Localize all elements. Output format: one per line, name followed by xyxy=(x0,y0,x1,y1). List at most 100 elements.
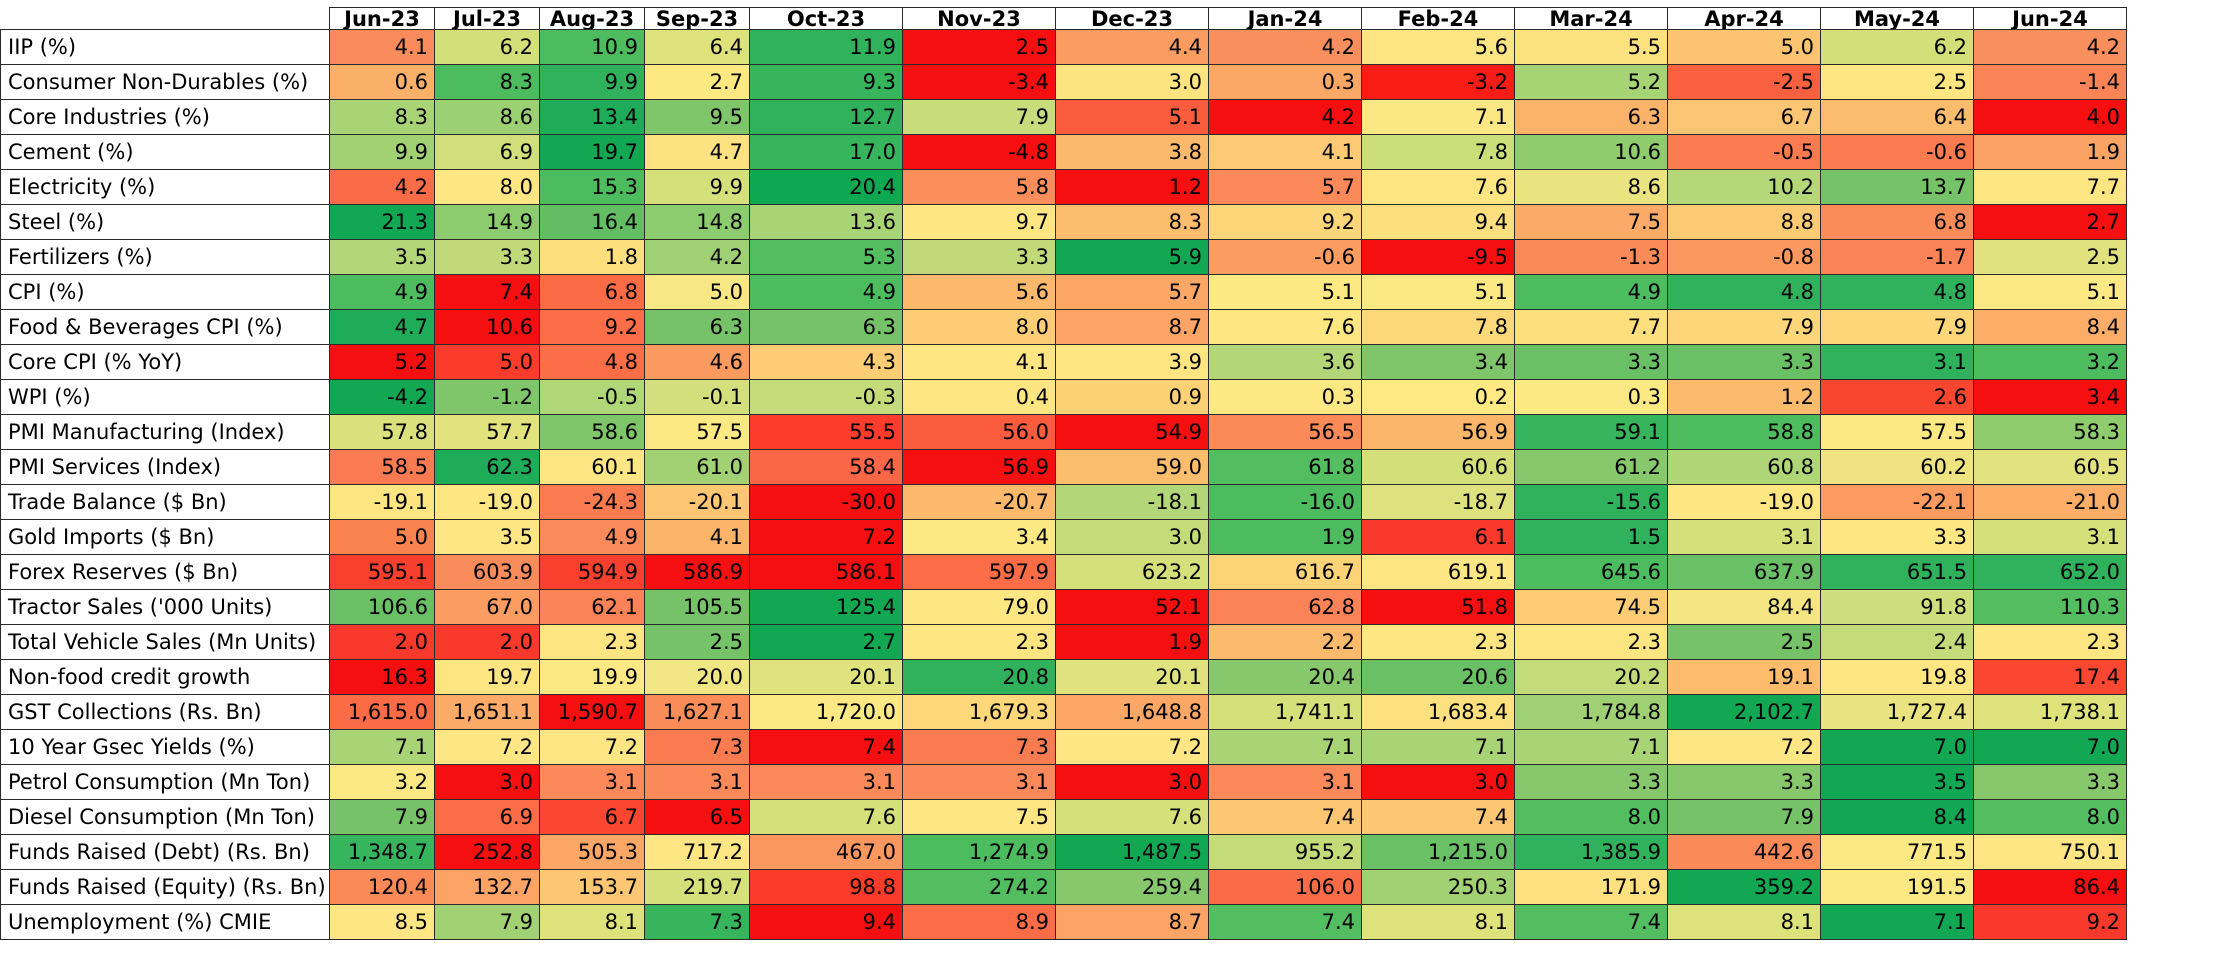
row-label: WPI (%) xyxy=(0,379,330,415)
heatmap-cell: 8.4 xyxy=(1820,799,1974,835)
heatmap-cell: 7.3 xyxy=(902,729,1056,765)
column-header: Sep-23 xyxy=(644,7,750,30)
heatmap-cell: 467.0 xyxy=(749,834,903,870)
heatmap-cell: 20.0 xyxy=(644,659,750,695)
column-header: Jul-23 xyxy=(434,7,540,30)
heatmap-cell: 3.5 xyxy=(434,519,540,555)
header-row: Jun-23 Jul-23 Aug-23 Sep-23 Oct-23 Nov-23 Dec-… xyxy=(0,7,2127,30)
heatmap-cell: -18.7 xyxy=(1361,484,1515,520)
heatmap-cell: 5.2 xyxy=(1514,64,1668,100)
heatmap-cell: 4.1 xyxy=(329,29,435,65)
heatmap-cell: 19.9 xyxy=(539,659,645,695)
heatmap-cell: 3.1 xyxy=(539,764,645,800)
heatmap-cell: 106.0 xyxy=(1208,869,1362,905)
heatmap-cell: 7.1 xyxy=(1361,729,1515,765)
heatmap-cell: 4.2 xyxy=(644,239,750,275)
heatmap-cell: 5.6 xyxy=(902,274,1056,310)
heatmap-cell: 1,738.1 xyxy=(1973,694,2127,730)
heatmap-cell: 2.3 xyxy=(902,624,1056,660)
heatmap-cell: -9.5 xyxy=(1361,239,1515,275)
heatmap-cell: 717.2 xyxy=(644,834,750,870)
heatmap-cell: 13.7 xyxy=(1820,169,1974,205)
heatmap-cell: 56.9 xyxy=(1361,414,1515,450)
heatmap-cell: 15.3 xyxy=(539,169,645,205)
heatmap-cell: 4.3 xyxy=(749,344,903,380)
heatmap-cell: 4.1 xyxy=(902,344,1056,380)
heatmap-cell: 8.6 xyxy=(434,99,540,135)
heatmap-cell: 19.1 xyxy=(1667,659,1821,695)
heatmap-cell: 57.8 xyxy=(329,414,435,450)
heatmap-cell: 603.9 xyxy=(434,554,540,590)
heatmap-cell: 595.1 xyxy=(329,554,435,590)
heatmap-cell: 7.2 xyxy=(434,729,540,765)
row-label: Consumer Non-Durables (%) xyxy=(0,64,330,100)
row-label: GST Collections (Rs. Bn) xyxy=(0,694,330,730)
heatmap-cell: 7.4 xyxy=(1208,904,1362,940)
heatmap-cell: 3.1 xyxy=(1820,344,1974,380)
heatmap-cell: 4.8 xyxy=(539,344,645,380)
heatmap-cell: 7.2 xyxy=(1667,729,1821,765)
heatmap-cell: 8.0 xyxy=(434,169,540,205)
heatmap-cell: 3.0 xyxy=(1055,64,1209,100)
heatmap-cell: 7.4 xyxy=(1514,904,1668,940)
heatmap-cell: 20.4 xyxy=(1208,659,1362,695)
heatmap-cell: 1,784.8 xyxy=(1514,694,1668,730)
heatmap-cell: 7.6 xyxy=(749,799,903,835)
heatmap-cell: 4.0 xyxy=(1973,99,2127,135)
heatmap-cell: 6.3 xyxy=(1514,99,1668,135)
heatmap-cell: 7.4 xyxy=(749,729,903,765)
heatmap-cell: -1.3 xyxy=(1514,239,1668,275)
heatmap-cell: 7.5 xyxy=(1514,204,1668,240)
heatmap-cell: 57.5 xyxy=(644,414,750,450)
heatmap-cell: 54.9 xyxy=(1055,414,1209,450)
heatmap-cell: 61.2 xyxy=(1514,449,1668,485)
heatmap-cell: -19.0 xyxy=(1667,484,1821,520)
heatmap-cell: 4.2 xyxy=(1973,29,2127,65)
heatmap-cell: -15.6 xyxy=(1514,484,1668,520)
heatmap-cell: 955.2 xyxy=(1208,834,1362,870)
heatmap-cell: 3.5 xyxy=(1820,764,1974,800)
heatmap-cell: 645.6 xyxy=(1514,554,1668,590)
heatmap-cell: -3.4 xyxy=(902,64,1056,100)
heatmap-cell: 8.8 xyxy=(1667,204,1821,240)
heatmap-cell: -30.0 xyxy=(749,484,903,520)
heatmap-cell: 60.2 xyxy=(1820,449,1974,485)
heatmap-cell: 8.1 xyxy=(539,904,645,940)
heatmap-cell: 8.7 xyxy=(1055,904,1209,940)
heatmap-cell: 8.3 xyxy=(329,99,435,135)
heatmap-cell: 4.7 xyxy=(644,134,750,170)
heatmap-cell: -19.1 xyxy=(329,484,435,520)
heatmap-cell: 10.6 xyxy=(1514,134,1668,170)
heatmap-cell: 1.2 xyxy=(1667,379,1821,415)
row-label: Fertilizers (%) xyxy=(0,239,330,275)
heatmap-cell: 1,651.1 xyxy=(434,694,540,730)
heatmap-cell: 3.3 xyxy=(1973,764,2127,800)
heatmap-cell: 60.1 xyxy=(539,449,645,485)
heatmap-cell: 6.3 xyxy=(644,309,750,345)
heatmap-cell: 5.5 xyxy=(1514,29,1668,65)
heatmap-cell: 8.0 xyxy=(902,309,1056,345)
heatmap-cell: 616.7 xyxy=(1208,554,1362,590)
heatmap-cell: 5.8 xyxy=(902,169,1056,205)
table-row: Non-food credit growth 16.3 19.7 19.9 20.0 20… xyxy=(0,659,2127,695)
heatmap-cell: 7.3 xyxy=(644,729,750,765)
table-row: Funds Raised (Equity) (Rs. Bn) 120.4 132.7… xyxy=(0,869,2127,905)
heatmap-cell: 13.4 xyxy=(539,99,645,135)
heatmap-cell: 1,487.5 xyxy=(1055,834,1209,870)
heatmap-cell: 586.9 xyxy=(644,554,750,590)
heatmap-cell: 59.0 xyxy=(1055,449,1209,485)
heatmap-cell: 7.1 xyxy=(1820,904,1974,940)
heatmap-cell: 56.5 xyxy=(1208,414,1362,450)
heatmap-cell: 0.9 xyxy=(1055,379,1209,415)
heatmap-cell: 5.0 xyxy=(329,519,435,555)
heatmap-cell: 3.2 xyxy=(329,764,435,800)
heatmap-cell: -16.0 xyxy=(1208,484,1362,520)
table-row: PMI Services (Index) 58.5 62.3 60.1 61.0 58.4… xyxy=(0,449,2127,485)
heatmap-cell: 771.5 xyxy=(1820,834,1974,870)
heatmap-cell: 16.3 xyxy=(329,659,435,695)
column-header: Mar-24 xyxy=(1514,7,1668,30)
column-header: Apr-24 xyxy=(1667,7,1821,30)
heatmap-cell: 20.1 xyxy=(1055,659,1209,695)
heatmap-cell: 4.4 xyxy=(1055,29,1209,65)
heatmap-cell: -3.2 xyxy=(1361,64,1515,100)
